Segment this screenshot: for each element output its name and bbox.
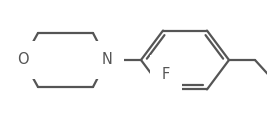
Text: F: F (162, 67, 170, 82)
Text: O: O (17, 53, 29, 67)
Text: N: N (101, 53, 112, 67)
